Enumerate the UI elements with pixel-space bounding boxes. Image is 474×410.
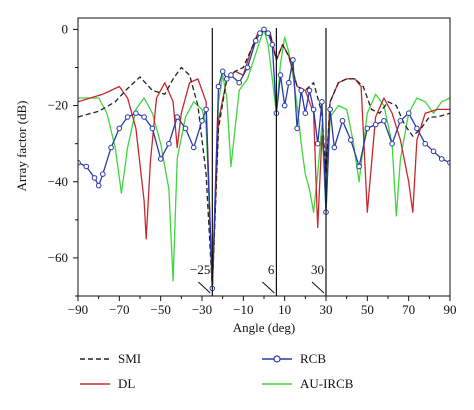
data-point-rcb: [306, 87, 313, 94]
x-tick-label: −10: [233, 302, 253, 317]
y-tick-label: 0: [62, 21, 69, 36]
data-point-rcb: [261, 26, 267, 33]
data-point-rcb: [100, 171, 106, 177]
data-point-rcb: [290, 57, 296, 63]
data-point-rcb: [124, 114, 131, 120]
y-tick-label: −40: [48, 174, 68, 189]
series-line-rcb: [78, 28, 450, 290]
legend-marker-rcb: [273, 355, 281, 363]
plot-area: −25 6 30: [77, 17, 451, 297]
data-point-rcb: [302, 110, 309, 116]
x-tick-label: 90: [444, 302, 457, 317]
data-point-rcb: [281, 102, 288, 109]
data-point-rcb: [405, 110, 412, 116]
data-point-rcb: [108, 144, 114, 151]
data-point-rcb: [348, 137, 354, 143]
data-point-rcb: [257, 30, 263, 37]
data-point-rcb: [414, 125, 420, 132]
annotation-label: 30: [311, 262, 324, 277]
x-tick-label: 70: [402, 302, 415, 317]
data-point-rcb: [397, 118, 404, 124]
data-point-rcb: [389, 140, 395, 147]
data-point-rcb: [91, 175, 98, 181]
data-point-rcb: [199, 118, 205, 124]
data-point-rcb: [182, 125, 189, 132]
data-point-rcb: [327, 106, 333, 113]
data-point-rcb: [224, 76, 230, 82]
data-point-rcb: [438, 156, 445, 162]
data-point-rcb: [319, 99, 325, 105]
x-tick-label: −70: [109, 302, 129, 317]
data-point-rcb: [422, 140, 429, 147]
plot-frame: [77, 17, 451, 297]
data-point-rcb: [228, 72, 234, 78]
series-line-smi: [78, 28, 450, 290]
data-point-rcb: [83, 163, 90, 170]
annotation-layer: −25 6 30: [190, 28, 327, 296]
series-layer: [78, 26, 450, 292]
annotation-arrow: [311, 281, 325, 294]
axis-layer: −90 −70 −50 −30 −10 10 30 50 70 90 0 −20 −40 −60: [48, 21, 457, 317]
data-point-rcb: [372, 121, 379, 128]
data-point-rcb: [203, 106, 209, 113]
data-point-rcb: [310, 106, 317, 113]
y-tick-label: −60: [48, 250, 68, 265]
data-point-rcb: [166, 140, 172, 147]
data-point-rcb: [236, 79, 242, 86]
data-point-rcb: [331, 144, 338, 151]
annotation-arrow: [262, 281, 275, 294]
data-point-rcb: [219, 68, 226, 75]
data-point-rcb: [286, 79, 292, 86]
data-point-rcb: [252, 38, 259, 44]
x-axis-label: Angle (deg): [233, 320, 295, 335]
x-tick-label: 30: [320, 302, 333, 317]
legend-label-smi: SMI: [118, 351, 141, 366]
x-tick-label: 50: [361, 302, 374, 317]
data-point-rcb: [339, 118, 346, 124]
data-point-rcb: [314, 140, 321, 147]
annotation-arrow: [197, 281, 211, 294]
legend: SMI DL RCB AU-IRCB: [80, 351, 354, 391]
x-tick-label: −50: [150, 302, 170, 317]
legend-label-dl: DL: [118, 376, 135, 391]
data-point-rcb: [116, 125, 123, 132]
data-point-rcb: [277, 72, 284, 78]
data-point-rcb: [244, 64, 251, 71]
y-axis-label: Array factor (dB): [14, 101, 29, 192]
data-point-rcb: [78, 159, 81, 166]
data-point-rcb: [141, 114, 147, 120]
data-point-rcb: [447, 159, 450, 166]
x-tick-label: −90: [68, 302, 88, 317]
legend-label-au-ircb: AU-IRCB: [300, 376, 354, 391]
data-point-rcb: [133, 110, 139, 116]
data-point-rcb: [430, 148, 437, 155]
data-point-rcb: [190, 144, 197, 151]
data-point-rcb: [95, 182, 102, 189]
x-tick-label: −30: [192, 302, 212, 317]
data-point-rcb: [381, 118, 387, 124]
series-line-dl: [78, 28, 450, 290]
data-point-rcb: [364, 125, 371, 132]
data-point-rcb: [215, 83, 222, 90]
data-point-rcb: [157, 156, 164, 162]
data-point-rcb: [265, 30, 271, 37]
x-tick-label: 10: [278, 302, 291, 317]
annotation-label: 6: [268, 262, 275, 277]
data-point-rcb: [174, 114, 180, 120]
y-tick-label: −20: [48, 98, 68, 113]
legend-label-rcb: RCB: [300, 351, 326, 366]
data-point-rcb: [298, 87, 305, 94]
series-line-au-ircb: [78, 28, 450, 290]
data-point-rcb: [149, 125, 156, 132]
data-point-rcb: [269, 41, 276, 48]
data-point-rcb: [356, 163, 362, 170]
data-point-rcb: [294, 125, 300, 132]
annotation-label: −25: [190, 262, 210, 277]
